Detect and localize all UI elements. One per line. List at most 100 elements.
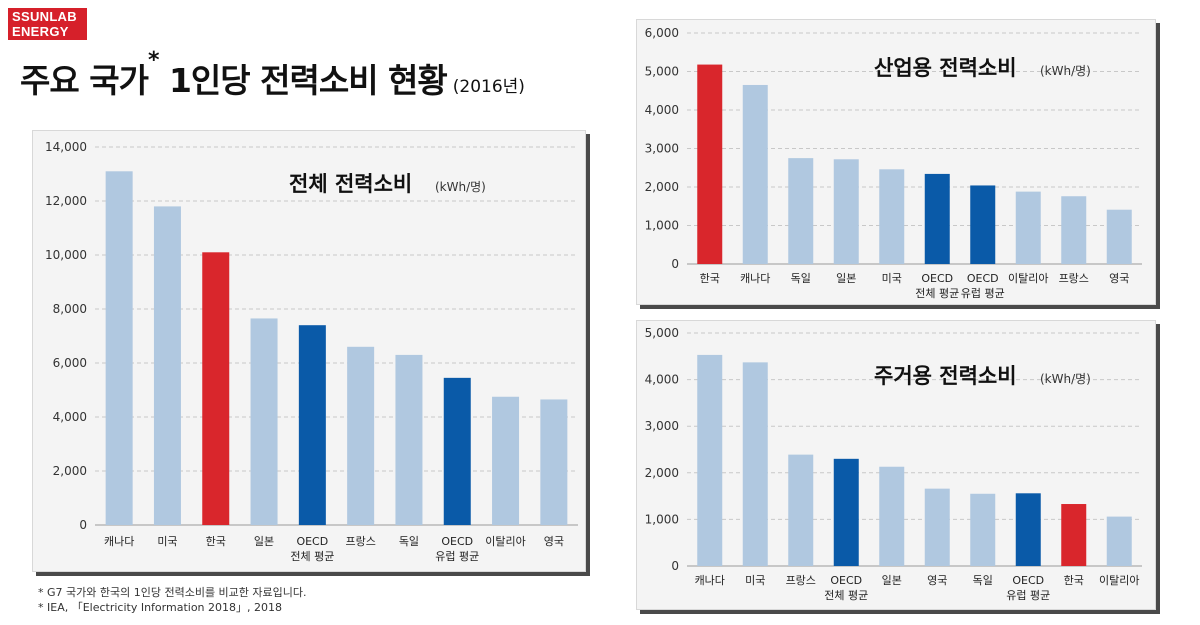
y-tick-label: 2,000 bbox=[645, 466, 679, 480]
x-category-label: OECD bbox=[1012, 574, 1044, 587]
brand-line-2: ENERGY bbox=[12, 24, 69, 39]
y-tick-label: 1,000 bbox=[645, 219, 679, 233]
bar bbox=[347, 346, 375, 525]
x-category-label: 미국 bbox=[745, 574, 765, 587]
x-category-label: 영국 bbox=[544, 535, 564, 548]
bar bbox=[1015, 493, 1041, 566]
y-tick-label: 0 bbox=[671, 257, 679, 271]
x-category-label: 미국 bbox=[882, 272, 902, 285]
x-category-label: 미국 bbox=[157, 535, 177, 548]
x-category-label: OECD bbox=[441, 535, 473, 548]
x-category-label: OECD bbox=[830, 574, 862, 587]
x-category-label: 전체 평균 bbox=[290, 550, 334, 563]
bar bbox=[202, 252, 230, 526]
x-category-label: 독일 bbox=[399, 534, 419, 548]
x-category-label: 전체 평균 bbox=[915, 287, 959, 300]
y-tick-label: 2,000 bbox=[645, 180, 679, 194]
bar bbox=[788, 454, 814, 566]
x-category-label: 캐나다 bbox=[740, 272, 770, 285]
x-category-label: 일본 bbox=[836, 271, 856, 285]
bar bbox=[788, 158, 814, 264]
brand-line-1: SSUNLAB bbox=[12, 9, 77, 24]
x-category-label: 유럽 평균 bbox=[435, 549, 479, 563]
bar bbox=[970, 185, 996, 264]
brand-logo: SSUNLAB ENERGY bbox=[8, 8, 87, 40]
x-category-label: OECD bbox=[921, 272, 953, 285]
x-category-label: 유럽 평균 bbox=[961, 286, 1005, 300]
x-category-label: 독일 bbox=[791, 271, 811, 285]
bar bbox=[879, 169, 905, 264]
chart-unit: (kWh/명) bbox=[435, 180, 486, 194]
x-category-label: 프랑스 bbox=[345, 535, 375, 548]
bar bbox=[970, 493, 996, 566]
y-tick-label: 5,000 bbox=[645, 326, 679, 340]
chart-svg-residential: 0 1,000 2,000 3,000 4,000 5,000 캐나다 미국 프랑스 OECD 전체… bbox=[645, 326, 1142, 602]
x-category-label: 이탈리아 bbox=[1099, 574, 1139, 587]
chart-panel-residential: 0 1,000 2,000 3,000 4,000 5,000 캐나다 미국 프랑스 OECD 전체… bbox=[636, 320, 1156, 610]
y-tick-label: 5,000 bbox=[645, 65, 679, 79]
chart-unit: (kWh/명) bbox=[1040, 372, 1091, 386]
bar bbox=[742, 362, 768, 566]
bar bbox=[1106, 516, 1132, 566]
chart-title: 전체 전력소비 bbox=[289, 172, 412, 196]
bar bbox=[492, 396, 520, 525]
x-category-label: OECD bbox=[967, 272, 999, 285]
chart-panel-industrial: 0 1,000 2,000 3,000 4,000 5,000 6,000 한국 캐나다 독일 일본… bbox=[636, 19, 1156, 305]
x-category-label: 영국 bbox=[1109, 272, 1129, 285]
bar bbox=[697, 354, 723, 566]
bar bbox=[540, 399, 568, 525]
x-category-label: 캐나다 bbox=[695, 574, 725, 587]
y-tick-label: 3,000 bbox=[645, 419, 679, 433]
x-category-label: 독일 bbox=[973, 573, 993, 587]
chart-unit: (kWh/명) bbox=[1040, 64, 1091, 78]
y-tick-label: 6,000 bbox=[53, 356, 87, 370]
y-tick-label: 4,000 bbox=[645, 103, 679, 117]
page-title-main: 주요 국가 bbox=[20, 61, 149, 100]
footnote-2: * IEA, 「Electricity Information 2018」, 2… bbox=[38, 601, 282, 614]
y-tick-label: 6,000 bbox=[645, 26, 679, 40]
y-tick-label: 12,000 bbox=[45, 194, 87, 208]
x-category-label: 한국 bbox=[206, 535, 226, 548]
chart-title: 산업용 전력소비 bbox=[874, 56, 1017, 80]
bar bbox=[153, 206, 181, 525]
footnote-1: * G7 국가와 한국의 1인당 전력소비를 비교한 자료입니다. bbox=[38, 586, 307, 599]
x-category-label: 일본 bbox=[882, 573, 902, 587]
chart-svg-total: 0 2,000 4,000 6,000 8,000 10,000 12,000 14,000 캐… bbox=[45, 140, 578, 563]
y-tick-label: 2,000 bbox=[53, 464, 87, 478]
bar bbox=[105, 171, 133, 526]
x-category-label: 일본 bbox=[254, 534, 274, 548]
bar bbox=[742, 84, 768, 264]
chart-svg-industrial: 0 1,000 2,000 3,000 4,000 5,000 6,000 한국 캐나다 독일 일본… bbox=[645, 26, 1142, 300]
bar bbox=[1106, 209, 1132, 264]
page-title-mark: * bbox=[147, 48, 159, 73]
y-tick-label: 10,000 bbox=[45, 248, 87, 262]
page-title-rest: 1인당 전력소비 현황 bbox=[158, 61, 448, 100]
x-category-label: 프랑스 bbox=[786, 574, 816, 587]
y-tick-label: 0 bbox=[671, 559, 679, 573]
page-title: 주요 국가* 1인당 전력소비 현황 (2016년) bbox=[20, 48, 525, 102]
bar bbox=[1061, 196, 1087, 264]
bar bbox=[924, 488, 950, 566]
y-tick-label: 4,000 bbox=[53, 410, 87, 424]
bar bbox=[833, 159, 859, 264]
x-category-label: 프랑스 bbox=[1059, 272, 1089, 285]
bar bbox=[833, 458, 859, 566]
bar bbox=[443, 377, 471, 525]
x-category-label: 한국 bbox=[700, 272, 720, 285]
x-category-label: 영국 bbox=[927, 574, 947, 587]
y-tick-label: 14,000 bbox=[45, 140, 87, 154]
y-tick-label: 4,000 bbox=[645, 373, 679, 387]
x-category-label: 한국 bbox=[1064, 574, 1084, 587]
x-category-label: OECD bbox=[296, 535, 328, 548]
bar bbox=[250, 318, 278, 525]
y-tick-label: 3,000 bbox=[645, 142, 679, 156]
bar bbox=[697, 64, 723, 264]
x-category-label: 이탈리아 bbox=[485, 535, 525, 548]
y-tick-label: 0 bbox=[79, 518, 87, 532]
x-category-label: 전체 평균 bbox=[824, 589, 868, 602]
y-tick-label: 1,000 bbox=[645, 512, 679, 526]
chart-panel-total: 0 2,000 4,000 6,000 8,000 10,000 12,000 14,000 캐… bbox=[32, 130, 586, 572]
bar bbox=[1015, 191, 1041, 264]
page-title-year: (2016년) bbox=[452, 77, 525, 97]
bar bbox=[924, 173, 950, 264]
